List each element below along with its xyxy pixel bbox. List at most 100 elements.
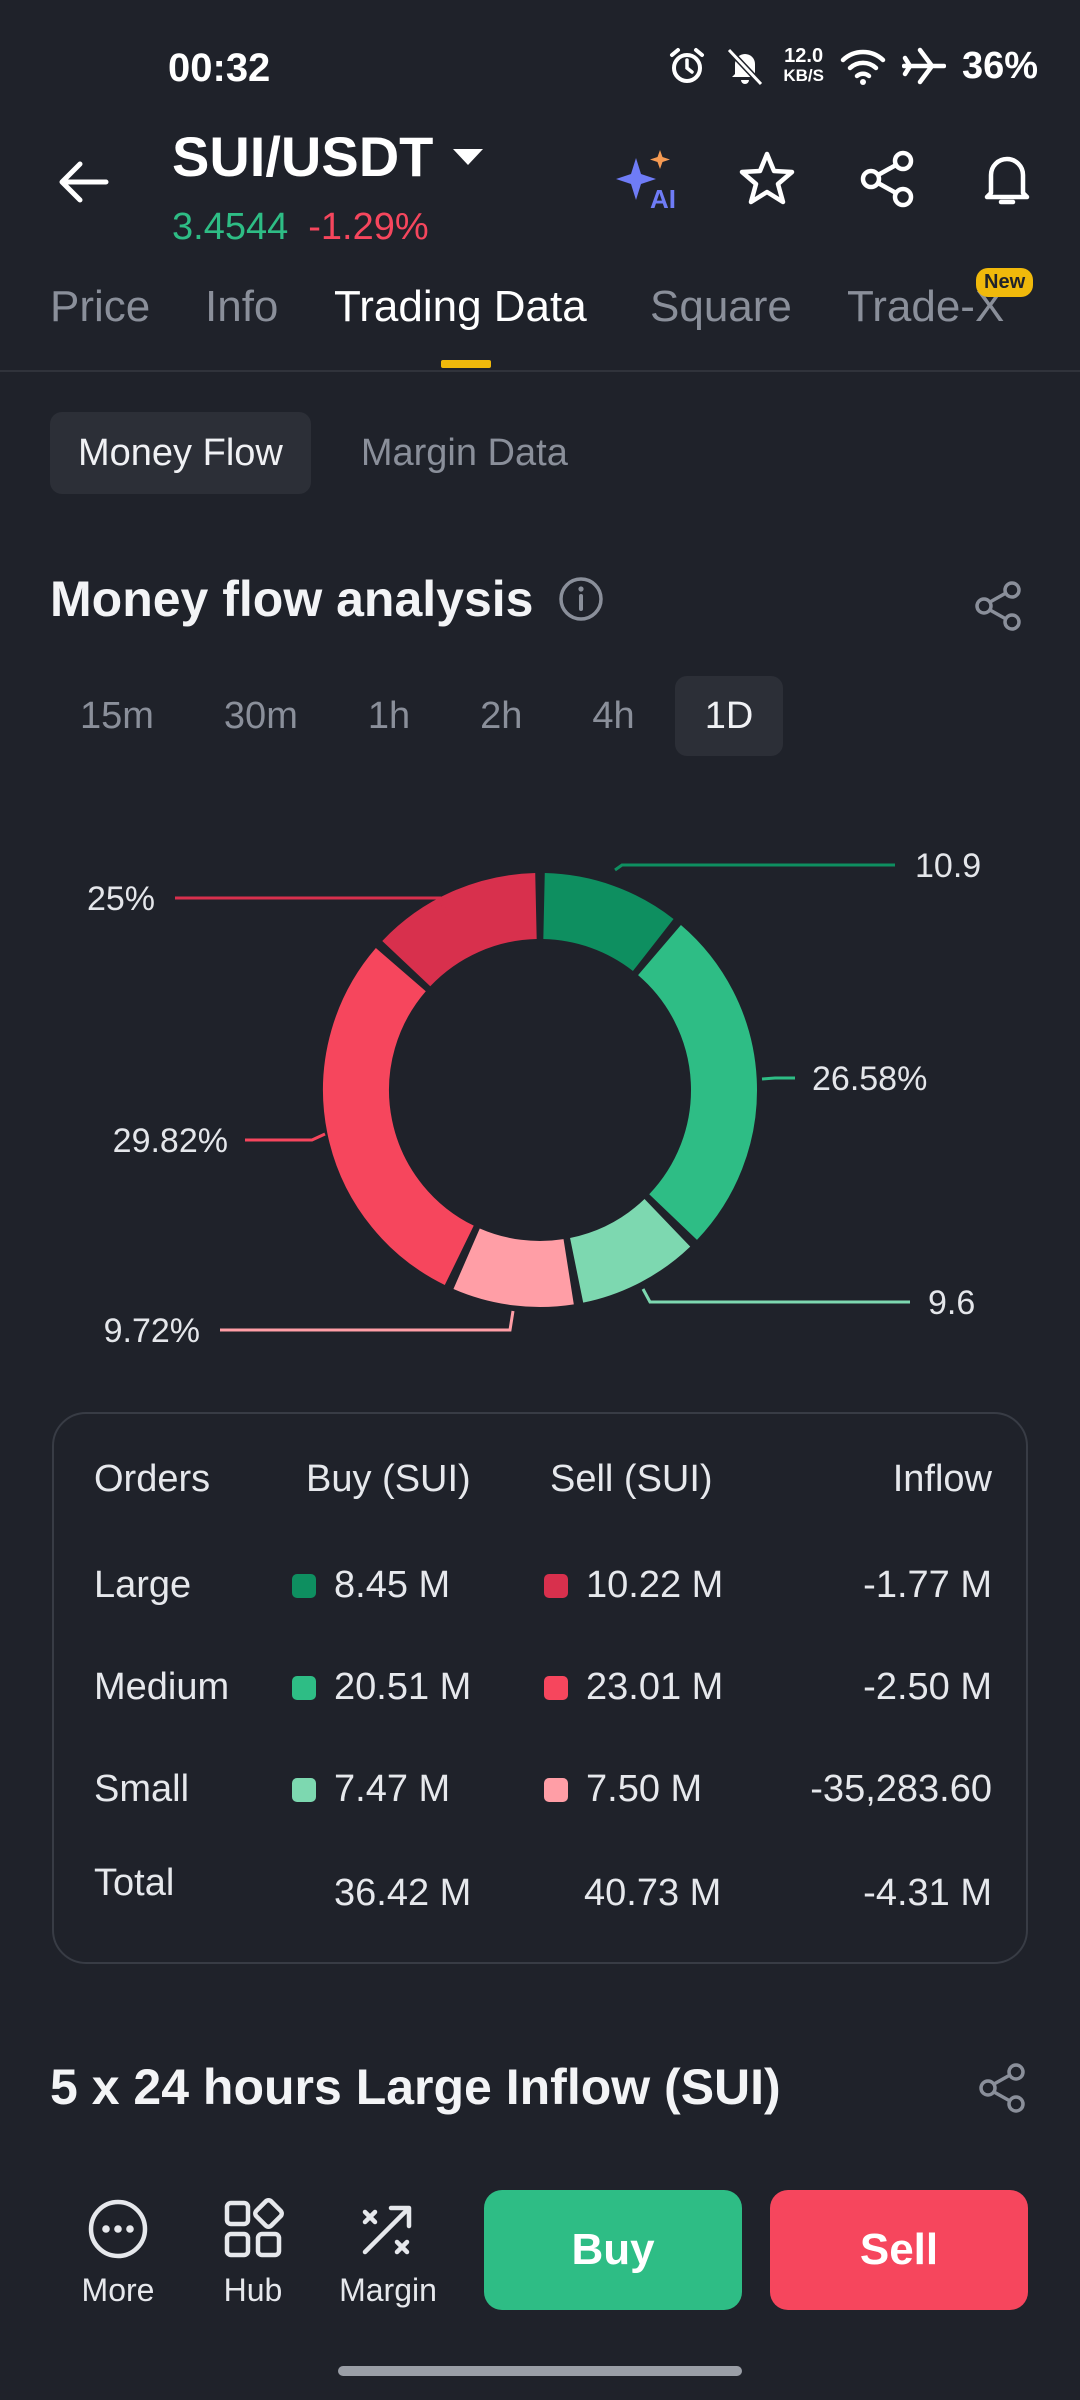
table-row-small: Small 7.47 M 7.50 M -35,283.60 (54, 1768, 1030, 1828)
slice-label-line (761, 1076, 795, 1081)
period-2h[interactable]: 2h (480, 695, 523, 737)
slice-label: 25% (87, 880, 155, 918)
ai-button[interactable]: AI (614, 146, 680, 212)
active-tab-indicator (441, 360, 491, 368)
buy-value: 8.45 M (334, 1564, 451, 1606)
speed-value: 12.0 (784, 45, 824, 67)
inflow-value: -35,283.60 (810, 1768, 992, 1810)
buy-cell: 7.47 M (292, 1768, 450, 1811)
donut-slice (323, 948, 475, 1285)
total-sell-value: 40.73 M (584, 1872, 722, 1914)
table-row-large: Large 8.45 M 10.22 M -1.77 M (54, 1564, 1030, 1624)
period-15m[interactable]: 15m (80, 695, 154, 737)
tab-trading-data[interactable]: Trading Data (334, 282, 587, 331)
inflow-value: -2.50 M (863, 1666, 992, 1708)
pair-price: 3.4544 -1.29% (172, 206, 429, 249)
sell-cell: 7.50 M (544, 1768, 702, 1811)
money-flow-title: Money flow analysis (50, 570, 605, 628)
donut-slice (569, 1198, 691, 1303)
buy-cell: 8.45 M (292, 1564, 450, 1607)
margin-button[interactable]: Margin (328, 2198, 448, 2309)
share-button[interactable] (854, 146, 920, 212)
row-label: Total (94, 1862, 175, 1904)
donut-slice (637, 925, 757, 1240)
sell-color-swatch (544, 1675, 568, 1700)
mute-icon (727, 47, 764, 87)
wifi-icon (840, 49, 886, 85)
buy-color-swatch (292, 1573, 316, 1598)
tab-info[interactable]: Info (205, 282, 279, 331)
pair-selector[interactable]: SUI/USDT (172, 124, 485, 189)
sell-button[interactable]: Sell (770, 2190, 1028, 2310)
status-time: 00:32 (168, 46, 271, 90)
margin-icon (362, 2205, 412, 2255)
more-button[interactable]: More (58, 2198, 178, 2309)
table-header-row: Orders Buy (SUI) Sell (SUI) Inflow (54, 1458, 1030, 1518)
subtab-margin-data[interactable]: Margin Data (360, 432, 568, 474)
app-header: SUI/USDT 3.4544 -1.29% AI (0, 120, 1080, 260)
more-icon (88, 2199, 148, 2259)
slice-label-line (614, 863, 895, 872)
new-badge: New (976, 268, 1034, 297)
period-1d[interactable]: 1D (674, 676, 784, 756)
alert-button[interactable] (974, 146, 1040, 212)
slice-label: 9.72% (104, 1312, 200, 1350)
period-selector: 15m 30m 1h 2h 4h 1D (50, 676, 793, 756)
back-button[interactable] (52, 150, 116, 214)
status-icons: 12.0 KB/S 36% (667, 44, 1038, 88)
battery-level: 36% (961, 44, 1038, 87)
sell-value: 7.50 M (586, 1768, 703, 1810)
slice-label: 26.58% (812, 1060, 927, 1098)
star-icon (739, 151, 795, 205)
large-inflow-title: 5 x 24 hours Large Inflow (SUI) (50, 2059, 781, 2115)
last-price: 3.4544 (172, 206, 289, 248)
buy-button[interactable]: Buy (484, 2190, 742, 2310)
header-actions: AI (614, 146, 1040, 212)
table-row-total: Total 36.42 M 40.73 M -4.31 M (54, 1862, 1030, 1922)
margin-label: Margin (339, 2272, 437, 2308)
hub-button[interactable]: Hub (193, 2198, 313, 2309)
slice-label: 29.82% (113, 1122, 228, 1160)
sell-value: 23.01 M (586, 1666, 724, 1708)
period-1h[interactable]: 1h (367, 695, 411, 737)
buy-color-swatch (292, 1675, 316, 1700)
slice-label-line (641, 1288, 910, 1304)
buy-value: 20.51 M (334, 1666, 472, 1708)
more-label: More (81, 2272, 155, 2308)
tab-square[interactable]: Square (650, 282, 792, 331)
money-flow-share-icon[interactable] (972, 580, 1024, 632)
share-icon (860, 150, 914, 208)
sell-cell: 23.01 M (544, 1666, 723, 1709)
money-flow-donut-chart: 10.9 26.58% 9.6 9.72% 29.82% 25% (87, 847, 981, 1350)
money-flow-title-text: Money flow analysis (50, 571, 534, 627)
buy-color-swatch (292, 1777, 316, 1802)
favorite-button[interactable] (734, 146, 800, 212)
slice-label: 10.9 (915, 847, 981, 885)
buy-value: 7.47 M (334, 1768, 451, 1810)
period-4h[interactable]: 4h (592, 695, 635, 737)
period-30m[interactable]: 30m (223, 695, 298, 737)
large-inflow-share-icon[interactable] (976, 2062, 1028, 2114)
donut-slice (382, 873, 538, 987)
row-label: Small (94, 1768, 190, 1810)
donut-slice (542, 873, 674, 972)
ai-icon: AI (616, 150, 676, 212)
main-tabs: Price Info Trading Data Square Trade-X N… (0, 268, 1080, 372)
total-buy-value: 36.42 M (334, 1872, 472, 1914)
tab-price[interactable]: Price (50, 282, 151, 331)
info-icon[interactable] (557, 575, 605, 623)
total-inflow-value: -4.31 M (863, 1872, 992, 1914)
header-sell: Sell (SUI) (550, 1458, 713, 1500)
ai-label: AI (650, 184, 676, 212)
subtab-money-flow[interactable]: Money Flow (50, 412, 311, 494)
orders-table: Orders Buy (SUI) Sell (SUI) Inflow Large… (52, 1412, 1028, 1964)
row-label: Medium (94, 1666, 230, 1708)
hub-label: Hub (223, 2272, 283, 2308)
caret-down-icon (453, 148, 484, 165)
pair-name: SUI/USDT (172, 125, 434, 188)
home-indicator[interactable] (338, 2366, 742, 2376)
sell-color-swatch (544, 1777, 568, 1802)
sell-value: 10.22 M (586, 1564, 724, 1606)
bell-icon (984, 156, 1030, 205)
slice-label-line (220, 1310, 515, 1332)
